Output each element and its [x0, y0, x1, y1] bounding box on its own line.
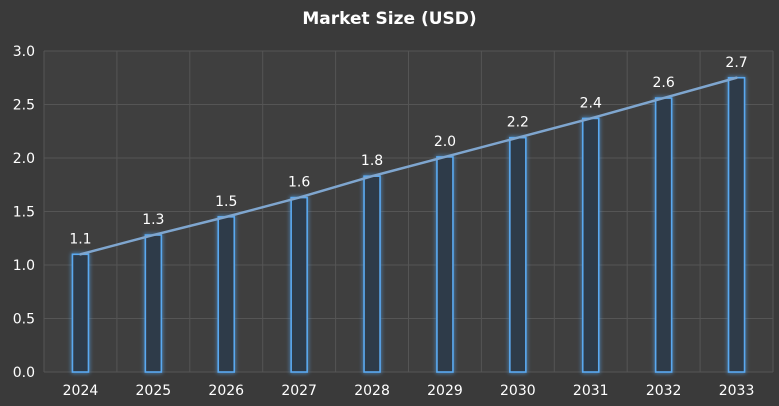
- y-tick-label: 0.0: [13, 365, 35, 381]
- data-label: 2.2: [507, 115, 529, 131]
- x-tick-label: 2028: [354, 383, 390, 399]
- x-tick-label: 2033: [719, 383, 755, 399]
- bar: [363, 175, 381, 373]
- chart-title: Market Size (USD): [302, 9, 477, 29]
- y-tick-label: 2.0: [13, 151, 35, 167]
- data-label: 2.4: [580, 95, 602, 111]
- data-label: 1.3: [142, 212, 164, 228]
- data-label: 2.0: [434, 134, 456, 150]
- y-tick-label: 0.5: [13, 312, 35, 328]
- bar: [581, 117, 600, 373]
- y-tick-label: 1.0: [13, 258, 35, 274]
- y-tick-label: 2.5: [13, 98, 35, 114]
- data-label: 1.6: [288, 175, 310, 191]
- x-tick-label: 2030: [500, 383, 536, 399]
- x-tick-label: 2024: [63, 383, 99, 399]
- bar: [436, 156, 454, 373]
- bar: [144, 234, 163, 373]
- data-label: 2.6: [653, 75, 675, 91]
- y-tick-label: 1.5: [13, 205, 35, 221]
- bar: [217, 216, 236, 373]
- bar: [71, 253, 90, 373]
- data-label: 1.5: [215, 194, 237, 210]
- x-tick-label: 2027: [281, 383, 317, 399]
- x-tick-label: 2031: [573, 383, 609, 399]
- bar: [509, 136, 527, 373]
- data-label: 1.1: [69, 231, 91, 247]
- y-tick-label: 3.0: [13, 44, 35, 60]
- x-tick-label: 2029: [427, 383, 463, 399]
- bar: [727, 76, 746, 373]
- bar: [290, 196, 308, 373]
- bar: [654, 97, 673, 373]
- data-label: 2.7: [725, 55, 747, 71]
- data-label: 1.8: [361, 153, 383, 169]
- x-tick-label: 2025: [136, 383, 172, 399]
- x-tick-label: 2032: [646, 383, 682, 399]
- x-tick-label: 2026: [208, 383, 244, 399]
- trend-line: [79, 76, 738, 256]
